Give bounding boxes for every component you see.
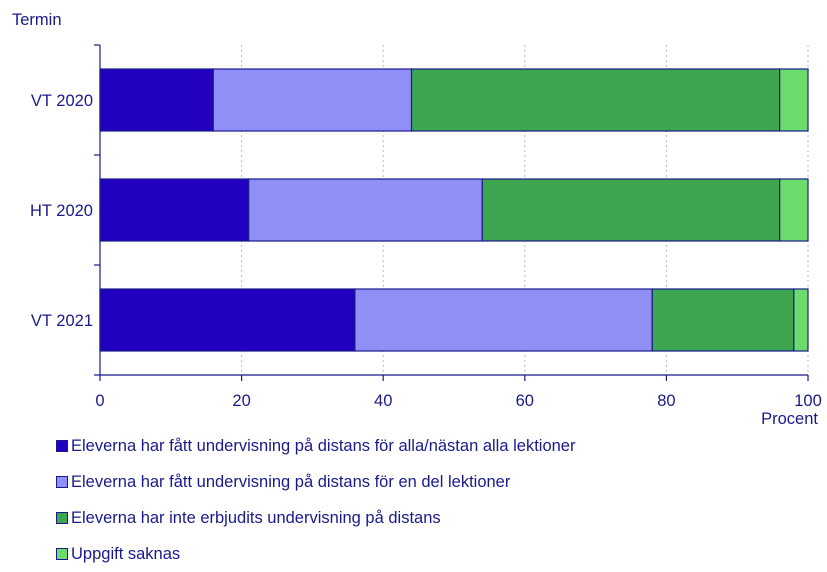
legend-swatch bbox=[56, 440, 68, 452]
x-tick-label: 100 bbox=[794, 392, 822, 410]
bar-segment bbox=[99, 68, 214, 132]
legend-item-some-lessons: Eleverna har fått undervisning på distan… bbox=[56, 464, 575, 500]
bar-segment bbox=[248, 178, 483, 242]
legend-label: Eleverna har inte erbjudits undervisning… bbox=[71, 508, 441, 527]
y-axis-title: Termin bbox=[12, 11, 62, 29]
x-tick-label: 60 bbox=[516, 392, 534, 410]
bar-segment bbox=[410, 68, 781, 132]
category-label: VT 2021 bbox=[31, 312, 93, 330]
bars bbox=[99, 68, 809, 352]
bar-segment bbox=[481, 178, 781, 242]
legend-swatch bbox=[56, 548, 68, 560]
x-tick-label: 80 bbox=[657, 392, 675, 410]
x-tick-label: 20 bbox=[232, 392, 250, 410]
bar-segment bbox=[793, 288, 809, 352]
legend-label: Eleverna har fått undervisning på distan… bbox=[71, 472, 511, 491]
category-label: HT 2020 bbox=[30, 202, 93, 220]
legend-swatch bbox=[56, 512, 68, 524]
bar-segment bbox=[651, 288, 795, 352]
bar-segment bbox=[99, 288, 356, 352]
bar-segment bbox=[779, 178, 809, 242]
x-tick-label: 0 bbox=[95, 392, 104, 410]
category-label: VT 2020 bbox=[31, 92, 93, 110]
bar-segment bbox=[212, 68, 413, 132]
legend-label: Eleverna har fått undervisning på distan… bbox=[71, 436, 576, 455]
x-axis-title: Procent bbox=[761, 410, 818, 428]
legend-label: Uppgift saknas bbox=[71, 544, 181, 563]
bar-segment bbox=[779, 68, 809, 132]
legend-swatch bbox=[56, 476, 68, 488]
bar-segment bbox=[99, 178, 250, 242]
stacked-bar-chart: VT 2020 HT 2020 VT 2021 0 20 40 60 80 100Procent… bbox=[12, 11, 822, 428]
x-tick-label: 40 bbox=[374, 392, 392, 410]
bar-segment bbox=[354, 288, 653, 352]
legend-item-not-offered: Eleverna har inte erbjudits undervisning… bbox=[56, 500, 575, 536]
legend-item-missing: Uppgift saknas bbox=[56, 536, 575, 572]
legend: Eleverna har fått undervisning på distan… bbox=[56, 428, 575, 572]
legend-item-all-lessons: Eleverna har fått undervisning på distan… bbox=[56, 428, 575, 464]
